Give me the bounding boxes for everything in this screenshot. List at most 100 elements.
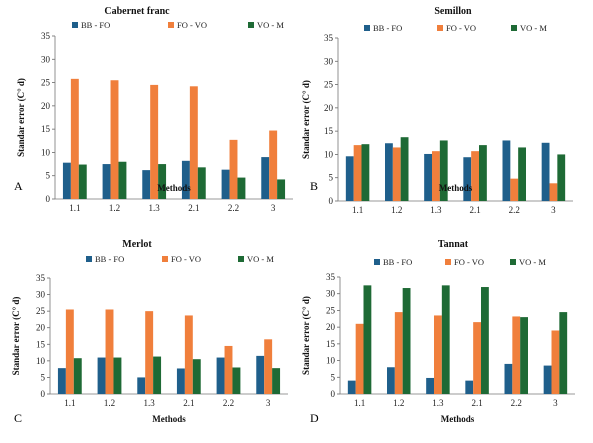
bar-fo-vo-1.1 [353,145,362,201]
y-tick-label: 10 [41,147,51,157]
y-tick-label: 0 [41,389,46,399]
y-tick-label: 30 [324,56,334,66]
bar-vo-m-2.1 [481,287,489,394]
bar-bb-fo-1.2 [387,367,395,394]
bar-vo-m-3 [272,368,281,394]
legend-entry: VO - M [519,257,546,267]
legend-swatch [374,259,380,265]
legend-entry: VO - M [247,254,274,264]
x-tick-label: 2.2 [509,205,520,215]
bar-vo-m-1.3 [441,285,450,394]
bar-bb-fo-2.1 [176,368,185,394]
bar-fo-vo-1.3 [434,315,442,394]
bar-bb-fo-2.1 [181,160,190,199]
x-tick-label: 1.3 [430,205,442,215]
legend-entry: VO - M [257,20,284,30]
y-tick-label: 0 [329,196,334,206]
bar-bb-fo-3 [261,157,270,199]
y-tick-label: 10 [324,149,334,159]
bar-fo-vo-2.1 [189,86,198,199]
y-tick-label: 20 [41,101,51,111]
x-axis-label: Methods [439,183,473,193]
bar-fo-vo-3 [551,330,560,394]
bar-bb-fo-3 [543,365,552,394]
x-tick-label: 1.3 [149,203,161,213]
bar-bb-fo-1.2 [97,357,106,394]
bar-vo-m-3 [277,179,286,199]
chart-title: Cabernet franc [104,6,170,17]
legend-entry: BB - FO [373,23,402,33]
y-tick-label: 35 [41,31,51,41]
bar-vo-m-2.1 [479,145,487,201]
bar-fo-vo-1.2 [110,80,119,199]
x-axis-label: Methods [441,414,475,424]
x-tick-label: 3 [271,203,276,213]
y-axis-label: Standar error (C° d) [301,296,311,375]
y-tick-label: 0 [331,389,336,399]
legend-entry: BB - FO [383,257,412,267]
chart-panel-d: Tannat BB - FO FO - VO VO - M 0 5 10 15 20 25 30 35… [301,239,575,425]
y-tick-label: 20 [36,323,46,333]
bar-bb-fo-1.3 [424,153,432,201]
bar-vo-m-2.2 [518,147,526,201]
y-tick-label: 5 [41,372,46,382]
y-tick-label: 35 [36,273,46,283]
y-tick-label: 25 [41,78,51,88]
x-tick-label: 1.1 [354,398,365,408]
bar-fo-vo-2.2 [229,139,238,199]
legend-swatch [445,259,451,265]
bar-bb-fo-2.1 [463,157,472,201]
bar-fo-vo-3 [269,130,278,199]
y-tick-label: 30 [36,290,46,300]
chart-panel-c: Merlot BB - FO FO - VO VO - M 0 5 10 15 20 25 30 35… [11,239,288,425]
y-tick-label: 10 [326,356,336,366]
bar-vo-m-1.3 [153,356,162,394]
bar-fo-vo-1.2 [394,312,403,394]
legend-swatch [162,256,168,262]
x-tick-label: 1.1 [352,205,363,215]
x-tick-label: 1.2 [393,398,404,408]
legend-swatch [248,22,254,28]
bar-vo-m-1.1 [78,164,87,199]
y-tick-label: 5 [329,173,334,183]
x-tick-label: 2.1 [471,398,482,408]
x-tick-label: 1.1 [64,398,75,408]
bar-vo-m-2.1 [197,167,206,199]
panel-letter: A [14,179,23,193]
y-tick-label: 35 [326,272,336,282]
y-tick-label: 10 [36,356,46,366]
bar-bb-fo-1.1 [57,368,66,394]
x-tick-label: 2.2 [511,398,522,408]
y-tick-label: 15 [324,126,334,136]
bar-vo-m-2.1 [192,359,201,394]
bar-vo-m-1.2 [402,288,411,394]
bar-bb-fo-1.1 [62,162,71,199]
x-tick-label: 2.1 [188,203,199,213]
bar-bb-fo-1.2 [385,143,393,201]
x-tick-label: 2.1 [183,398,194,408]
bar-vo-m-2.2 [520,317,528,394]
legend-entry: BB - FO [81,20,110,30]
legend-swatch [437,25,443,31]
x-tick-label: 1.2 [109,203,120,213]
legend-entry: FO - VO [171,254,201,264]
bar-bb-fo-1.1 [345,156,354,201]
y-tick-label: 15 [41,124,51,134]
bar-fo-vo-3 [264,339,273,394]
y-tick-label: 25 [36,306,46,316]
chart-title: Semillon [434,6,472,17]
bar-bb-fo-1.2 [102,164,111,199]
x-tick-label: 2.2 [228,203,239,213]
y-tick-label: 25 [326,305,336,315]
bar-vo-m-1.2 [118,161,127,199]
y-axis-label: Standar error (C° d) [301,80,311,159]
bar-fo-vo-3 [549,183,558,201]
bar-fo-vo-2.2 [512,316,521,394]
bar-vo-m-3 [557,154,566,201]
bar-bb-fo-3 [256,355,265,394]
bar-vo-m-1.3 [439,140,448,201]
chart-title: Merlot [122,239,152,250]
y-tick-label: 35 [324,33,334,43]
bar-bb-fo-2.1 [465,380,474,394]
bar-bb-fo-1.1 [347,380,356,394]
